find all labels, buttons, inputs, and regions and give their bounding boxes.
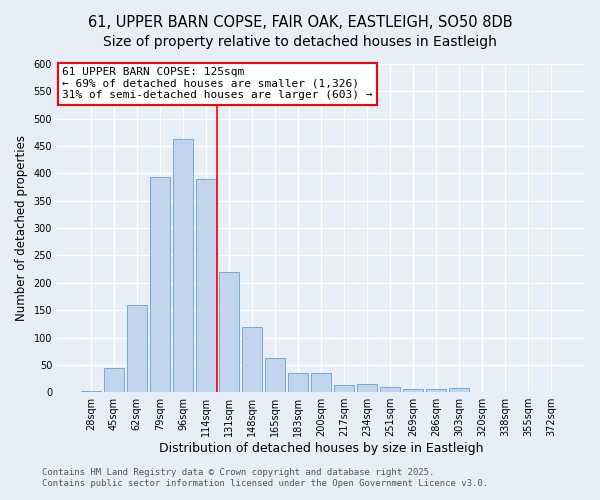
Bar — [173, 139, 193, 392]
Bar — [334, 384, 354, 392]
Bar — [265, 358, 285, 392]
Bar — [81, 390, 101, 392]
Text: 61 UPPER BARN COPSE: 125sqm
← 69% of detached houses are smaller (1,326)
31% of : 61 UPPER BARN COPSE: 125sqm ← 69% of det… — [62, 68, 373, 100]
Bar — [196, 179, 216, 392]
Bar — [380, 386, 400, 392]
Y-axis label: Number of detached properties: Number of detached properties — [15, 135, 28, 321]
Bar — [242, 326, 262, 392]
Text: Size of property relative to detached houses in Eastleigh: Size of property relative to detached ho… — [103, 35, 497, 49]
Text: Contains HM Land Registry data © Crown copyright and database right 2025.
Contai: Contains HM Land Registry data © Crown c… — [42, 468, 488, 487]
Bar — [311, 373, 331, 392]
Text: 61, UPPER BARN COPSE, FAIR OAK, EASTLEIGH, SO50 8DB: 61, UPPER BARN COPSE, FAIR OAK, EASTLEIG… — [88, 15, 512, 30]
Bar — [127, 304, 146, 392]
Bar — [427, 390, 446, 392]
Bar — [150, 177, 170, 392]
Bar — [288, 373, 308, 392]
Bar — [449, 388, 469, 392]
Bar — [357, 384, 377, 392]
X-axis label: Distribution of detached houses by size in Eastleigh: Distribution of detached houses by size … — [159, 442, 483, 455]
Bar — [219, 272, 239, 392]
Bar — [403, 390, 423, 392]
Bar — [104, 368, 124, 392]
